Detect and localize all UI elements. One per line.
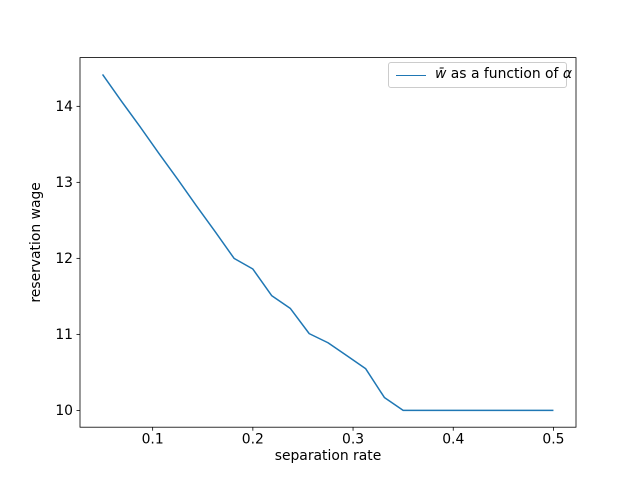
x-tick-label: 0.2 xyxy=(242,432,264,448)
y-tick-label: 13 xyxy=(55,175,73,191)
x-tick-label: 0.3 xyxy=(342,432,364,448)
legend-label: w̄ as a function of α xyxy=(435,66,573,83)
y-tick-label: 11 xyxy=(55,327,73,343)
axes-spines xyxy=(79,57,577,428)
y-axis-label: reservation wage xyxy=(28,182,44,302)
x-tick-label: 0.5 xyxy=(542,432,564,448)
legend-label-math-alpha: α xyxy=(562,66,573,83)
reservation-wage-line xyxy=(101,73,554,412)
legend: w̄ as a function of α xyxy=(388,62,572,88)
y-tick-label: 12 xyxy=(55,251,73,267)
legend-label-text: as a function of xyxy=(446,66,563,83)
y-tick-label: 10 xyxy=(55,403,73,419)
x-tick-label: 0.4 xyxy=(442,432,464,448)
legend-label-math-w: w̄ xyxy=(435,66,447,83)
legend-line-sample-icon xyxy=(396,74,426,76)
y-tick-label: 14 xyxy=(55,99,73,115)
x-tick-label: 0.1 xyxy=(142,432,164,448)
x-axis-label: separation rate xyxy=(275,448,382,464)
